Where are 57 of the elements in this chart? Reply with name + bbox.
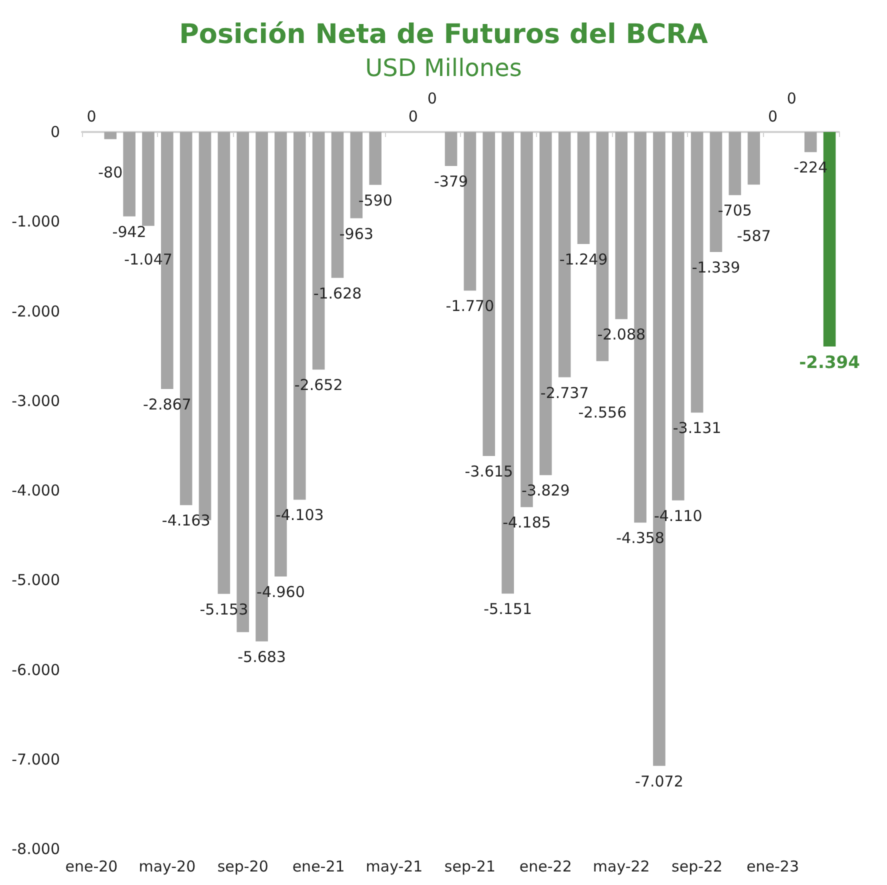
data-label: -2.088 [597,326,646,344]
y-tick-label: -8.000 [12,840,60,858]
x-tick-label: may-21 [366,858,423,876]
x-tick-label: may-20 [138,858,196,876]
data-label: -705 [718,202,752,220]
y-tick-label: -5.000 [12,571,60,590]
data-label: -587 [736,227,771,246]
data-label: -963 [339,224,374,243]
y-tick-label: -6.000 [12,660,60,679]
data-label: -7.072 [635,772,684,790]
data-label: -4.163 [162,512,210,530]
data-label: -80 [98,164,123,182]
x-tick-label: sep-22 [672,858,723,876]
x-tick-label: ene-20 [65,858,118,876]
data-label: -5.151 [484,600,532,618]
data-label: -1.628 [313,284,362,302]
x-tick-label: ene-21 [292,858,345,876]
y-tick-label: -7.000 [12,750,60,768]
x-tick-label: ene-23 [746,858,799,876]
data-label: -2.556 [578,404,627,422]
data-label: -5.683 [238,648,286,666]
data-label: -2.867 [142,395,192,414]
data-label: -1.047 [124,250,172,268]
data-label: -3.829 [521,482,570,500]
chart-title: Posición Neta de Futuros del BCRA [179,19,708,50]
chart-subtitle: USD Millones [365,54,522,82]
data-label: 0 [427,90,437,108]
data-label: -4.185 [502,514,551,532]
data-label: 0 [86,108,96,126]
x-tick-label: sep-21 [444,858,496,876]
y-tick-label: 0 [50,123,60,141]
y-tick-label: -1.000 [12,212,60,231]
data-label: -1.249 [559,250,608,268]
data-label: -379 [434,172,468,190]
data-label: 0 [786,90,796,108]
data-label: -4.358 [616,529,664,548]
y-tick-label: -3.000 [12,392,60,410]
data-label: -4.103 [275,506,324,524]
data-label: -4.110 [654,506,702,525]
data-label: -5.153 [200,600,248,618]
data-label: 0 [408,108,418,126]
data-label: -2.652 [294,376,343,394]
data-label: -3.131 [672,419,722,438]
y-tick-label: -2.000 [12,302,60,320]
data-label: -1.339 [692,258,740,277]
x-tick-label: sep-20 [217,858,268,876]
y-tick-label: -4.000 [12,482,60,500]
x-tick-label: may-22 [592,858,650,876]
data-label: -2.737 [540,384,589,402]
data-label: -590 [358,191,392,210]
data-label: -1.770 [446,297,494,316]
data-label: -3.615 [464,462,514,480]
data-label: -2.394 [799,353,860,374]
data-label: -942 [112,222,146,241]
x-tick-label: ene-22 [519,858,572,876]
data-label: 0 [768,108,778,126]
data-label: -4.960 [256,583,305,602]
